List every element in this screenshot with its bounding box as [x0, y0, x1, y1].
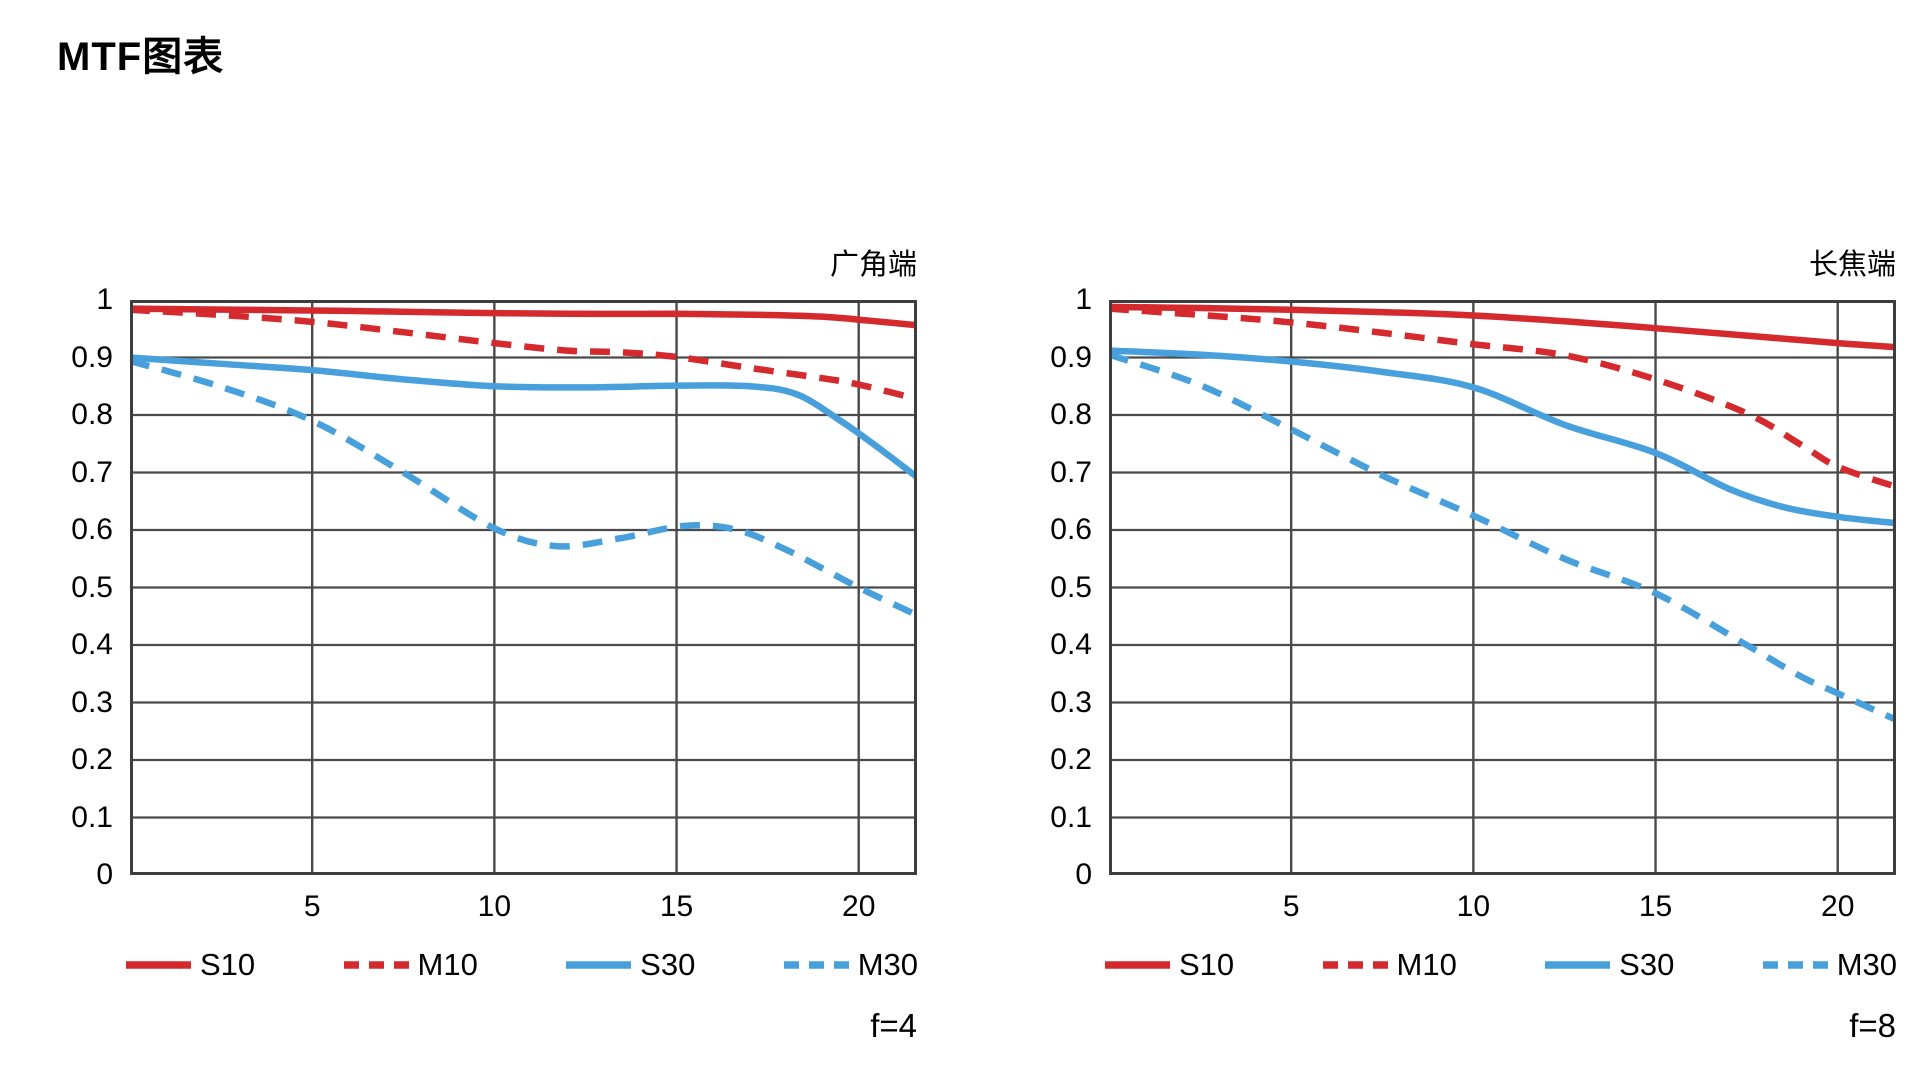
y-tick-label: 0.3: [71, 685, 113, 719]
gridlines: [130, 300, 917, 875]
y-tick-label: 0.6: [1050, 513, 1092, 546]
y-tick-label: 0.9: [71, 340, 113, 374]
aperture-label: f=4: [870, 1007, 917, 1044]
chart-corner-label: 广角端: [829, 249, 917, 281]
legend-label: S30: [640, 947, 696, 982]
legend-swatch-solid: [126, 961, 191, 969]
y-tick-label: 0: [1075, 858, 1092, 891]
legend-item-s10: S10: [126, 947, 255, 983]
y-tick-label: 0.2: [71, 743, 113, 776]
legend-item-m10: M10: [1322, 947, 1457, 983]
y-tick-label: 0.5: [1050, 570, 1092, 604]
x-tick-label: 5: [1282, 890, 1300, 923]
curve-s10: [130, 305, 917, 329]
y-tick-label: 1: [96, 283, 113, 316]
x-tick-label: 20: [1821, 890, 1855, 923]
y-tick-label: 0.8: [71, 398, 113, 431]
legend-item-m30: M30: [783, 947, 918, 983]
y-tick-label: 0.1: [71, 800, 113, 834]
curve-s10: [1109, 303, 1896, 351]
curve-m10: [130, 306, 917, 403]
mtf-curves: [1109, 303, 1896, 723]
y-tick-label: 0: [96, 858, 113, 891]
chart-corner-label: 长焦端: [1808, 249, 1896, 281]
x-tick-label: 5: [303, 890, 321, 923]
x-tick-label: 15: [1638, 890, 1673, 923]
aperture-label: f=8: [1849, 1007, 1896, 1044]
x-tick-label: 10: [1456, 890, 1491, 923]
curve-m10: [1109, 305, 1896, 490]
y-tick-label: 0.6: [71, 513, 113, 546]
legend-label: M30: [1836, 947, 1897, 982]
y-tick-label: 1: [1075, 283, 1092, 316]
legend-label: S10: [1179, 947, 1235, 982]
x-axis-tick-labels: 5 10 15 20: [0, 888, 950, 928]
legend-swatch-dashed: [783, 961, 849, 969]
plot-area: [130, 300, 917, 875]
y-tick-label: 0.2: [1050, 743, 1092, 776]
y-axis-tick-labels: 0 0.1 0.2 0.3 0.4 0.5 0.6 0.7 0.8 0.9 1: [0, 240, 113, 940]
page-title: MTF图表: [57, 35, 225, 79]
y-tick-label: 0.1: [1050, 800, 1092, 834]
legend-label: M30: [857, 947, 918, 982]
plot-area: [1109, 300, 1896, 875]
curve-m30: [1109, 351, 1896, 723]
legend-swatch-dashed: [1322, 961, 1388, 969]
chart-legend: S10 M10 S30 M30: [126, 943, 918, 987]
legend-swatch-dashed: [1762, 961, 1828, 969]
curve-s30: [130, 354, 917, 480]
legend-item-m30: M30: [1762, 947, 1897, 983]
x-axis-tick-labels: 5 10 15 20: [979, 888, 1928, 928]
chart-legend: S10 M10 S30 M30: [1105, 943, 1897, 987]
legend-label: M10: [1396, 947, 1457, 982]
curve-m30: [130, 357, 917, 619]
y-axis-tick-labels: 0 0.1 0.2 0.3 0.4 0.5 0.6 0.7 0.8 0.9 1: [979, 240, 1092, 940]
y-tick-label: 0.7: [71, 455, 113, 489]
legend-swatch-solid: [1545, 961, 1611, 969]
y-tick-label: 0.4: [71, 628, 113, 661]
y-tick-label: 0.8: [1050, 398, 1092, 431]
y-tick-label: 0.7: [1050, 455, 1092, 489]
x-tick-label: 10: [477, 890, 512, 923]
legend-label: S10: [200, 947, 256, 982]
mtf-chart-wide-angle: 广角端 0 0.1 0.2 0.3 0.4 0.5 0.6 0.7 0.8 0.9 1 5 10 15 2…: [0, 240, 950, 1075]
legend-swatch-solid: [566, 961, 632, 969]
legend-swatch-dashed: [343, 961, 409, 969]
legend-item-s30: S30: [1545, 947, 1674, 983]
plot-border: [130, 300, 917, 875]
mtf-curves: [130, 305, 917, 619]
legend-item-s10: S10: [1105, 947, 1234, 983]
legend-label: S30: [1619, 947, 1675, 982]
y-tick-label: 0.3: [1050, 685, 1092, 719]
gridlines: [1109, 300, 1896, 875]
mtf-chart-telephoto: 长焦端 0 0.1 0.2 0.3 0.4 0.5 0.6 0.7 0.8 0.9 1 5 10 15 2…: [979, 240, 1928, 1075]
legend-label: M10: [417, 947, 478, 982]
x-tick-label: 20: [842, 890, 876, 923]
y-tick-label: 0.5: [71, 570, 113, 604]
plot-border: [1109, 300, 1896, 875]
legend-item-m10: M10: [343, 947, 478, 983]
y-tick-label: 0.4: [1050, 628, 1092, 661]
curve-s30: [1109, 347, 1896, 527]
legend-item-s30: S30: [566, 947, 695, 983]
legend-swatch-solid: [1105, 961, 1170, 969]
x-tick-label: 15: [659, 890, 694, 923]
y-tick-label: 0.9: [1050, 340, 1092, 374]
